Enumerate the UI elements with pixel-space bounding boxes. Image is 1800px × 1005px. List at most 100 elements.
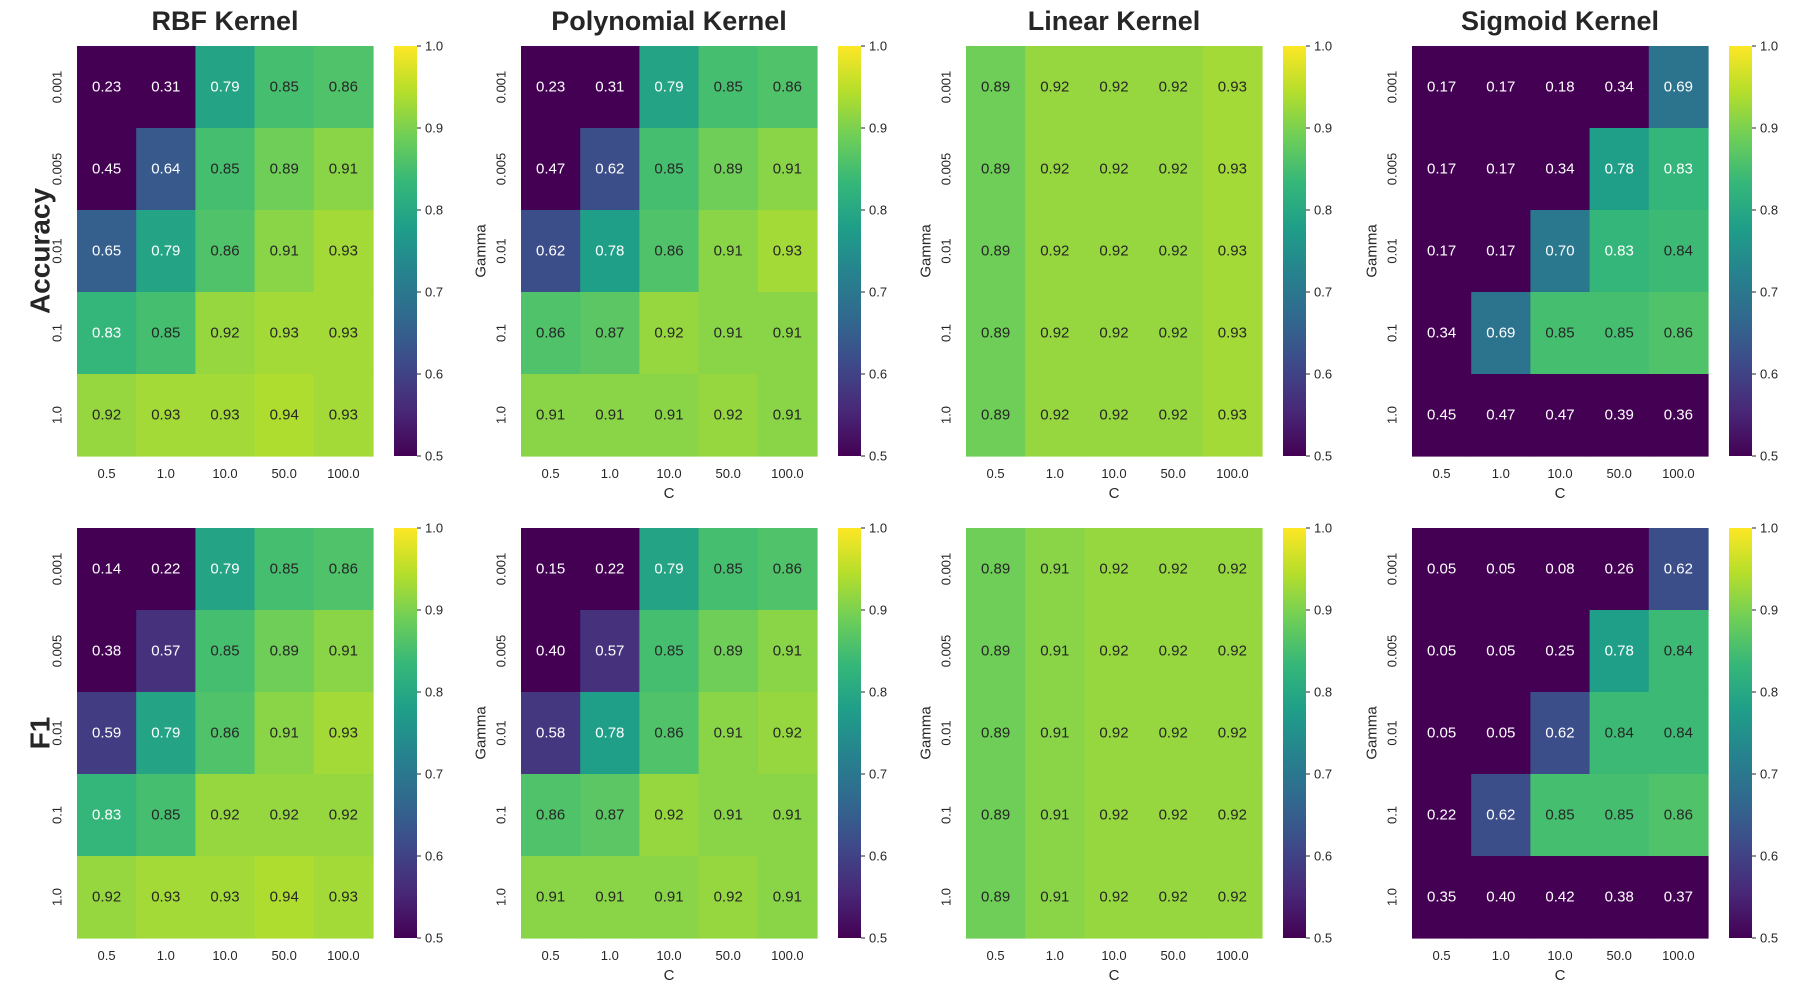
panel-accuracy-1-cell-label-r2-c0: 0.65 <box>92 243 121 260</box>
panel-f1-1-cell-r2-c2 <box>195 692 256 775</box>
panel-f1-4-cell-label-r0-c4: 0.62 <box>1664 561 1693 578</box>
panel-accuracy-2-cell-label-r2-c0: 0.62 <box>536 243 565 260</box>
panel-accuracy-2-colorbar-tick-4: 0.9 <box>869 121 887 136</box>
panel-f1-2-cell-label-r0-c3: 0.85 <box>714 561 743 578</box>
panel-accuracy-1-cell-label-r0-c0: 0.23 <box>92 79 121 96</box>
panel-accuracy-2-cell-label-r4-c2: 0.91 <box>654 407 683 424</box>
panel-accuracy-2-cell-label-r2-c1: 0.78 <box>595 243 624 260</box>
panel-f1-4-cell-r3-c3 <box>1589 774 1650 857</box>
panel-accuracy-1-cell-r4-c3 <box>254 374 315 457</box>
panel-f1-1-cell-label-r4-c0: 0.92 <box>92 889 121 906</box>
panel-accuracy-4-cell-r4-c4 <box>1648 374 1709 457</box>
panel-accuracy-4-cell-r3-c1 <box>1471 292 1531 375</box>
panel-accuracy-4-cell-label-r0-c3: 0.34 <box>1605 79 1634 96</box>
panel-f1-2-cell-r3-c2 <box>639 774 700 857</box>
panel-f1-1-cell-r1-c2 <box>195 610 256 693</box>
panel-f1-3-cell-label-r2-c3: 0.92 <box>1159 725 1188 742</box>
panel-f1-2-cell-label-r4-c4: 0.91 <box>773 889 802 906</box>
panel-f1-2-cell-r4-c2 <box>639 856 700 939</box>
panel-f1-4-xtick-4: 100.0 <box>1662 948 1695 963</box>
panel-f1-2-cell-r4-c1 <box>580 856 640 939</box>
panel-accuracy-1-xtick-1: 1.0 <box>157 466 175 481</box>
panel-accuracy-2-cell-r2-c3 <box>698 210 759 293</box>
panel-f1-3-cell-r3-c3 <box>1143 774 1204 857</box>
panel-accuracy-1-cell-label-r1-c0: 0.45 <box>92 161 121 178</box>
panel-accuracy-1-cell-label-r4-c2: 0.93 <box>210 407 239 424</box>
panel-accuracy-3-cell-r1-c0 <box>966 128 1026 211</box>
panel-accuracy-3-cell-label-r0-c0: 0.89 <box>981 79 1010 96</box>
panel-accuracy-3-ytick-2: 0.01 <box>939 238 954 263</box>
panel-accuracy-2-cell-label-r0-c1: 0.31 <box>595 79 624 96</box>
panel-f1-4-cell-label-r2-c3: 0.84 <box>1605 725 1634 742</box>
panel-f1-1-ytick-4: 1.0 <box>50 888 65 906</box>
panel-f1-1-cell-label-r1-c3: 0.89 <box>270 643 299 660</box>
panel-f1-3-ytick-0: 0.001 <box>939 553 954 586</box>
panel-accuracy-4-xtick-3: 50.0 <box>1607 466 1632 481</box>
panel-accuracy-4-ytick-4: 1.0 <box>1385 406 1400 424</box>
panel-f1-4-cell-label-r3-c2: 0.85 <box>1545 807 1574 824</box>
panel-f1-4-cell-r4-c2 <box>1530 856 1591 939</box>
panel-accuracy-4-cell-label-r1-c1: 0.17 <box>1486 161 1515 178</box>
panel-f1-4-cell-r4-c0 <box>1412 856 1472 939</box>
panel-accuracy-4-cell-r1-c3 <box>1589 128 1650 211</box>
panel-accuracy-2-cell-label-r1-c1: 0.62 <box>595 161 624 178</box>
panel-f1-3-cell-label-r2-c1: 0.91 <box>1040 725 1069 742</box>
panel-accuracy-3-cell-r1-c2 <box>1084 128 1145 211</box>
panel-f1-4-cell-label-r4-c3: 0.38 <box>1605 889 1634 906</box>
panel-f1-3-cell-label-r0-c0: 0.89 <box>981 561 1010 578</box>
panel-f1-4-ytick-4: 1.0 <box>1385 888 1400 906</box>
panel-accuracy-3-xtick-0: 0.5 <box>987 466 1005 481</box>
panel-accuracy-2-cell-label-r1-c4: 0.91 <box>773 161 802 178</box>
panel-f1-2-cell-label-r0-c4: 0.86 <box>773 561 802 578</box>
panel-f1-1-cell-r2-c0 <box>77 692 137 775</box>
panel-accuracy-4-cell-label-r3-c1: 0.69 <box>1486 325 1515 342</box>
panel-f1-3-ytick-4: 1.0 <box>939 888 954 906</box>
panel-f1-1-xtick-3: 50.0 <box>272 948 297 963</box>
panel-accuracy-4-cell-r3-c0 <box>1412 292 1472 375</box>
panel-accuracy-1-colorbar-tick-3: 0.8 <box>425 203 443 218</box>
panel-f1-1-cell-r4-c1 <box>136 856 196 939</box>
panel-accuracy-2-colorbar-tick-3: 0.8 <box>869 203 887 218</box>
panel-accuracy-3-ytick-0: 0.001 <box>939 71 954 104</box>
panel-f1-1-cell-r3-c2 <box>195 774 256 857</box>
row-label-accuracy: Accuracy <box>25 188 56 315</box>
panel-accuracy-2-cell-r4-c0 <box>521 374 581 457</box>
panel-accuracy-2-cell-label-r4-c4: 0.91 <box>773 407 802 424</box>
panel-accuracy-1-cell-label-r1-c4: 0.91 <box>329 161 358 178</box>
panel-accuracy-2-cell-r2-c2 <box>639 210 700 293</box>
panel-accuracy-1-ytick-3: 0.1 <box>50 324 65 342</box>
panel-f1-3-cell-r4-c0 <box>966 856 1026 939</box>
panel-f1-2-cell-label-r2-c2: 0.86 <box>654 725 683 742</box>
panel-f1-1-cell-label-r1-c0: 0.38 <box>92 643 121 660</box>
panel-accuracy-2-cell-label-r1-c0: 0.47 <box>536 161 565 178</box>
panel-accuracy-4-colorbar-tick-0: 0.5 <box>1760 449 1778 464</box>
panel-accuracy-3-cell-r3-c3 <box>1143 292 1204 375</box>
panel-accuracy-3-cell-r4-c2 <box>1084 374 1145 457</box>
panel-f1-1-cell-r3-c4 <box>313 774 374 857</box>
panel-f1-4-cell-label-r4-c2: 0.42 <box>1545 889 1574 906</box>
panel-accuracy-1-cell-label-r3-c3: 0.93 <box>270 325 299 342</box>
panel-accuracy-2-cell-r1-c0 <box>521 128 581 211</box>
panel-accuracy-1-cell-label-r3-c0: 0.83 <box>92 325 121 342</box>
panel-accuracy-2-cell-r4-c2 <box>639 374 700 457</box>
panel-f1-2-ytick-1: 0.005 <box>494 635 509 668</box>
panel-accuracy-4-cell-r4-c3 <box>1589 374 1650 457</box>
panel-accuracy-1-cell-label-r1-c3: 0.89 <box>270 161 299 178</box>
panel-f1-3-xtick-4: 100.0 <box>1216 948 1249 963</box>
panel-accuracy-2-cell-r0-c2 <box>639 46 700 129</box>
panel-accuracy-4-cell-label-r2-c0: 0.17 <box>1427 243 1456 260</box>
panel-f1-3-cell-r0-c1 <box>1025 528 1085 611</box>
panel-f1-2-colorbar-tick-0: 0.5 <box>869 931 887 946</box>
panel-accuracy-3-cell-r2-c2 <box>1084 210 1145 293</box>
panel-accuracy-1-cell-r2-c3 <box>254 210 315 293</box>
panel-accuracy-3-cell-r2-c4 <box>1202 210 1263 293</box>
panel-f1-1-cell-label-r3-c3: 0.92 <box>270 807 299 824</box>
panel-f1-3-cell-r3-c2 <box>1084 774 1145 857</box>
panel-accuracy-1-cell-r1-c0 <box>77 128 137 211</box>
panel-accuracy-2-xtick-1: 1.0 <box>601 466 619 481</box>
panel-accuracy-2-cell-r1-c1 <box>580 128 640 211</box>
panel-f1-2-cell-r1-c2 <box>639 610 700 693</box>
panel-f1-2-cell-r1-c4 <box>757 610 818 693</box>
panel-f1-3-cell-label-r2-c4: 0.92 <box>1218 725 1247 742</box>
panel-accuracy-1-cell-label-r2-c4: 0.93 <box>329 243 358 260</box>
